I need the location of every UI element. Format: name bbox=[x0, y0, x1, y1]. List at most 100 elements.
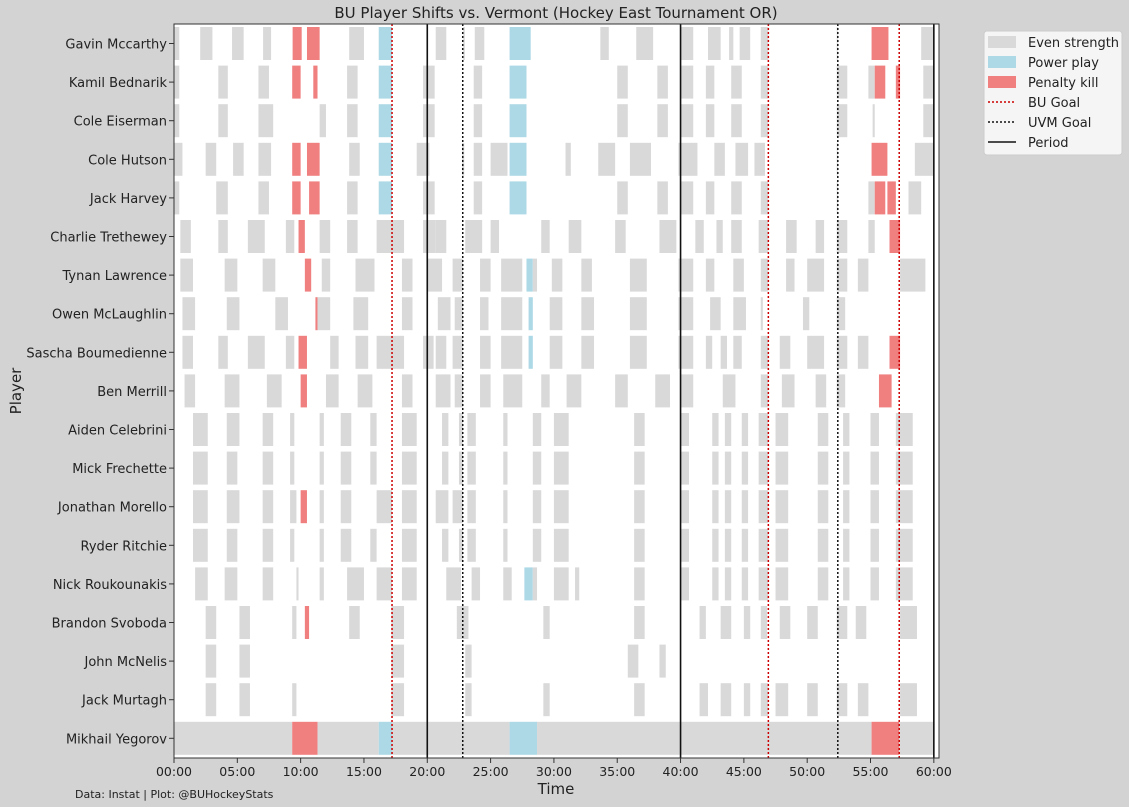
shift-bar-even bbox=[758, 528, 769, 562]
shift-bar-even bbox=[724, 413, 732, 446]
shift-bar-even bbox=[695, 220, 704, 253]
y-tick-label: Mikhail Yegorov bbox=[66, 732, 167, 747]
shift-bar-even bbox=[296, 567, 299, 601]
shift-bar-even bbox=[226, 490, 240, 524]
shift-bar-pk bbox=[309, 181, 320, 215]
shift-bar-even bbox=[843, 451, 850, 485]
y-tick-label: John McNelis bbox=[84, 655, 168, 670]
shift-bar-even bbox=[553, 567, 569, 601]
shift-bar-even bbox=[353, 297, 369, 331]
shift-bar-even bbox=[347, 181, 358, 215]
x-tick-label: 05:00 bbox=[219, 764, 255, 779]
shift-bar-even bbox=[729, 27, 734, 60]
y-tick-label: Tynan Lawrence bbox=[62, 269, 167, 284]
shift-bar-even bbox=[615, 374, 628, 408]
shift-bar-pk bbox=[871, 27, 889, 60]
shift-bar-even bbox=[720, 335, 727, 369]
shift-bar-even bbox=[537, 721, 872, 755]
shift-bar-even bbox=[802, 297, 810, 331]
shift-bar-even bbox=[843, 567, 850, 601]
shift-bar-even bbox=[532, 451, 542, 485]
shift-bar-even bbox=[775, 451, 789, 485]
shift-bar-even bbox=[454, 374, 463, 408]
shift-bar-even bbox=[817, 528, 829, 562]
shift-bar-even bbox=[680, 27, 694, 60]
shift-bar-even bbox=[712, 413, 719, 446]
shift-bar-pp bbox=[528, 335, 533, 369]
x-tick-label: 10:00 bbox=[283, 764, 319, 779]
shift-bar-even bbox=[490, 220, 500, 253]
shift-bar-even bbox=[184, 374, 196, 408]
shift-bar-even bbox=[340, 490, 352, 524]
shift-bar-even bbox=[401, 297, 413, 331]
shift-bar-even bbox=[239, 606, 250, 639]
x-tick-label: 40:00 bbox=[663, 764, 699, 779]
shift-bar-even bbox=[391, 606, 405, 639]
shift-bar-even bbox=[551, 258, 563, 292]
shift-bar-even bbox=[741, 490, 749, 524]
shift-bar-even bbox=[634, 451, 645, 485]
shift-bar-even bbox=[870, 567, 879, 601]
shift-bar-even bbox=[423, 65, 435, 99]
shift-bar-pk bbox=[298, 335, 307, 369]
shift-bar-even bbox=[423, 335, 434, 369]
shift-bar-even bbox=[678, 258, 694, 292]
shift-bar-even bbox=[629, 297, 647, 331]
shift-bar-even bbox=[473, 142, 483, 176]
shift-bar-even bbox=[724, 528, 732, 562]
shift-bar-even bbox=[458, 413, 463, 446]
shift-bar-even bbox=[836, 606, 848, 639]
shift-bar-even bbox=[340, 413, 352, 446]
shift-bar-even bbox=[474, 27, 485, 60]
shift-bar-even bbox=[923, 65, 934, 99]
shift-bar-even bbox=[836, 258, 848, 292]
shift-bar-pp bbox=[509, 721, 538, 755]
shift-bar-even bbox=[868, 65, 875, 99]
shift-bar-even bbox=[775, 683, 789, 717]
shift-bar-even bbox=[655, 374, 670, 408]
shift-bar-even bbox=[319, 220, 331, 253]
shift-bar-even bbox=[205, 683, 217, 717]
shift-bar-even bbox=[401, 451, 417, 485]
shift-bar-even bbox=[575, 567, 580, 601]
legend-label: Penalty kill bbox=[1028, 76, 1098, 91]
shift-bar-even bbox=[733, 258, 744, 292]
shift-bar-even bbox=[340, 528, 352, 562]
shift-bar-even bbox=[180, 220, 191, 253]
y-tick-label: Brandon Svoboda bbox=[52, 617, 167, 632]
shift-bar-even bbox=[741, 451, 749, 485]
shift-bar-pk bbox=[306, 27, 320, 60]
shift-bar-even bbox=[627, 644, 639, 678]
shift-bar-even bbox=[503, 567, 512, 601]
shift-bar-even bbox=[817, 567, 829, 601]
shift-bar-even bbox=[480, 258, 491, 292]
shift-bar-even bbox=[872, 104, 875, 138]
shift-bar-even bbox=[758, 451, 769, 485]
shift-bar-even bbox=[553, 528, 569, 562]
shift-bar-pp bbox=[378, 181, 393, 215]
shift-bar-pk bbox=[874, 181, 886, 215]
shift-bar-even bbox=[532, 413, 542, 446]
shift-bar-even bbox=[218, 65, 228, 99]
shift-bar-even bbox=[355, 258, 375, 292]
shift-bar-pp bbox=[378, 142, 393, 176]
shift-bar-even bbox=[707, 27, 721, 60]
shift-bar-even bbox=[900, 606, 917, 639]
shift-bar-even bbox=[817, 451, 829, 485]
shift-bar-even bbox=[355, 335, 369, 369]
shift-bar-pk bbox=[292, 142, 301, 176]
shift-bar-pp bbox=[528, 297, 533, 331]
shift-bar-even bbox=[836, 65, 848, 99]
y-axis: Gavin Mccarthy Kamil Bednarik Cole Eiserma… bbox=[26, 38, 174, 747]
shift-bar-even bbox=[262, 567, 274, 601]
shift-bar-even bbox=[900, 683, 917, 717]
shift-bar-pk bbox=[298, 220, 305, 253]
shift-bar-even bbox=[705, 258, 715, 292]
shift-bar-even bbox=[836, 335, 848, 369]
shift-bar-even bbox=[568, 220, 582, 253]
shift-bar-even bbox=[566, 374, 582, 408]
x-tick-label: 45:00 bbox=[726, 764, 762, 779]
shift-bar-even bbox=[263, 27, 272, 60]
legend-label: UVM Goal bbox=[1028, 116, 1091, 131]
shift-bar-even bbox=[680, 451, 689, 485]
